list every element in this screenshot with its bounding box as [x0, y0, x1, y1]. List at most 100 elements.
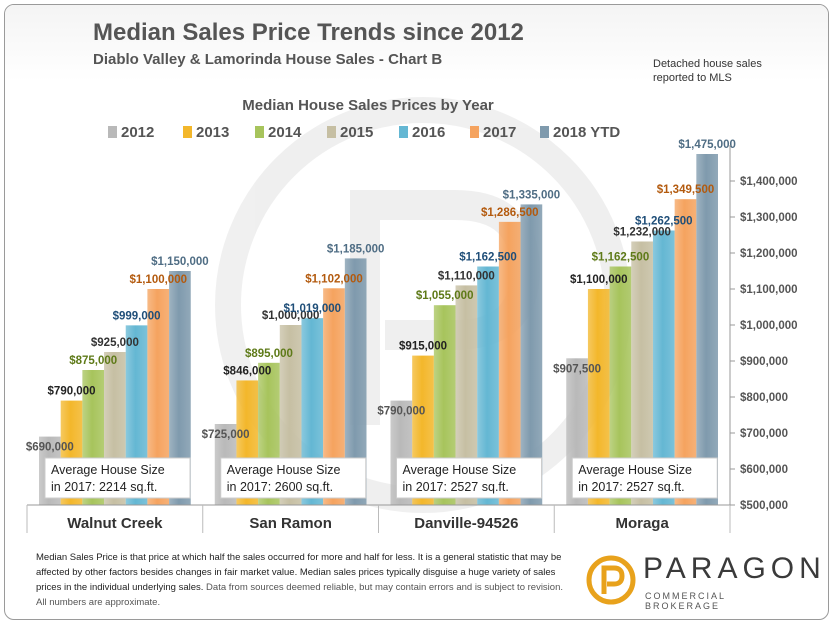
footnote: Median Sales Price is that price at whic…: [36, 550, 571, 610]
bar-labels-layer: $690,000 $725,000 $790,000 $907,500 $790,000…: [26, 139, 736, 454]
page-title: Median Sales Price Trends since 2012: [93, 19, 524, 46]
legend-label: 2018 YTD: [553, 124, 620, 141]
house-size-note-line2: in 2017: 2527 sq.ft.: [578, 480, 684, 494]
source-note-line1: Detached house sales: [653, 58, 762, 70]
bar: [652, 230, 675, 505]
bar-value-label: $1,162,500: [459, 252, 517, 264]
bar: [323, 288, 345, 505]
page-subtitle: Diablo Valley & Lamorinda House Sales - …: [93, 51, 443, 68]
paragon-logo: PARAGON COMMERCIAL BROKERAGE: [585, 552, 821, 611]
bar-value-label: $1,019,000: [284, 303, 342, 315]
bar: [520, 204, 543, 505]
legend-label: 2014: [268, 124, 302, 141]
logo-wordmark: PARAGON: [643, 552, 826, 585]
y-tick-label: $800,000: [740, 392, 788, 404]
bar-value-label: $1,055,000: [416, 290, 474, 302]
logo-tagline: COMMERCIAL BROKERAGE: [645, 591, 726, 611]
bar: [631, 241, 653, 506]
bar-value-label: $895,000: [245, 348, 293, 360]
bar-value-label: $1,000,000: [262, 310, 320, 322]
chart-title: Median House Sales Prices by Year: [242, 97, 494, 114]
footnote-main: Median Sales Price is that price at whic…: [36, 552, 562, 593]
house-size-note-line2: in 2017: 2527 sq.ft.: [403, 480, 509, 494]
bar-value-label: $1,102,000: [305, 273, 363, 285]
y-axis: $500,000 $600,000 $700,000 $800,000 $900,000…: [729, 145, 798, 512]
bar-value-label: $1,232,000: [613, 226, 671, 238]
bar-value-label: $907,500: [553, 363, 601, 375]
category-label: Danville-94526: [414, 515, 518, 532]
bar-value-label: $846,000: [223, 365, 271, 377]
legend-swatch: [327, 126, 336, 138]
category-label: San Ramon: [249, 515, 332, 532]
bar-value-label: $1,335,000: [503, 189, 561, 201]
y-tick-label: $1,400,000: [740, 176, 798, 188]
bar: [696, 154, 718, 505]
house-size-note-line2: in 2017: 2214 sq.ft.: [51, 480, 157, 494]
legend-label: 2015: [340, 124, 373, 141]
annotations-layer: Average House Size in 2017: 2214 sq.ft. Av…: [44, 457, 718, 499]
legend-swatch: [399, 126, 408, 138]
legend-swatch: [540, 126, 549, 138]
house-size-note-line1: Average House Size: [227, 463, 341, 477]
house-size-note-line2: in 2017: 2600 sq.ft.: [227, 480, 333, 494]
bar-value-label: $1,286,500: [481, 207, 539, 219]
x-axis: Walnut Creek San Ramon Danville-94526 Morag…: [26, 504, 731, 533]
category-label: Walnut Creek: [67, 515, 163, 532]
house-size-note-line1: Average House Size: [578, 463, 692, 477]
bar: [147, 289, 170, 505]
bar-value-label: $1,150,000: [151, 256, 209, 268]
bar-value-label: $790,000: [48, 386, 96, 398]
bar-value-label: $915,000: [399, 341, 447, 353]
category-label: Moraga: [615, 515, 669, 532]
bar-value-label: $1,100,000: [570, 274, 628, 286]
bar: [587, 289, 610, 505]
header-bar: [5, 5, 828, 81]
bar: [498, 221, 521, 506]
footnote-disclaimer: Data from sources deemed reliable, but m…: [36, 582, 563, 608]
house-size-note-box: [571, 457, 718, 499]
house-size-note-box: [44, 457, 191, 499]
bar-value-label: $1,185,000: [327, 243, 385, 255]
bar-value-label: $725,000: [202, 429, 250, 441]
bar-value-label: $1,349,500: [657, 184, 715, 196]
house-size-note-line1: Average House Size: [403, 463, 517, 477]
source-note-line2: reported to MLS: [653, 72, 732, 84]
y-tick-label: $1,300,000: [740, 212, 798, 224]
bar: [455, 285, 478, 505]
bar: [609, 266, 632, 505]
bar-value-label: $1,110,000: [438, 270, 495, 282]
y-tick-label: $700,000: [740, 428, 788, 440]
legend-label: 2016: [412, 124, 445, 141]
bar-value-label: $1,162,500: [592, 252, 650, 264]
legend-label: 2012: [121, 124, 154, 141]
y-tick-label: $600,000: [740, 464, 788, 476]
legend-label: 2013: [196, 124, 229, 141]
bar: [169, 271, 191, 505]
y-tick-label: $1,200,000: [740, 248, 798, 260]
bar: [477, 266, 499, 505]
bar-value-label: $1,100,000: [129, 274, 187, 286]
house-size-note-box: [220, 457, 367, 499]
legend: 2012 2013 2014 2015 2016 2017 2018 YTD: [108, 124, 620, 141]
bar: [674, 199, 697, 505]
legend-label: 2017: [483, 124, 516, 141]
y-tick-label: $1,000,000: [740, 320, 798, 332]
bar-value-label: $1,475,000: [678, 139, 736, 151]
paragon-p-icon: [586, 555, 636, 605]
bar-value-label: $1,262,500: [635, 216, 693, 228]
legend-swatch: [183, 126, 192, 138]
bar: [344, 258, 367, 505]
legend-swatch: [470, 126, 479, 138]
legend-swatch: [255, 126, 264, 138]
bar-value-label: $925,000: [91, 337, 139, 349]
chart-frame: Median Sales Price Trends since 2012 Dia…: [4, 4, 829, 620]
bar-value-label: $790,000: [377, 406, 425, 418]
bar-value-label: $999,000: [113, 310, 161, 322]
bar-value-label: $875,000: [69, 355, 117, 367]
house-size-note-box: [396, 457, 542, 499]
y-tick-label: $900,000: [740, 356, 788, 368]
bar-value-label: $690,000: [26, 442, 74, 454]
bar: [433, 305, 456, 505]
house-size-note-line1: Average House Size: [51, 463, 165, 477]
y-tick-label: $500,000: [740, 500, 788, 512]
